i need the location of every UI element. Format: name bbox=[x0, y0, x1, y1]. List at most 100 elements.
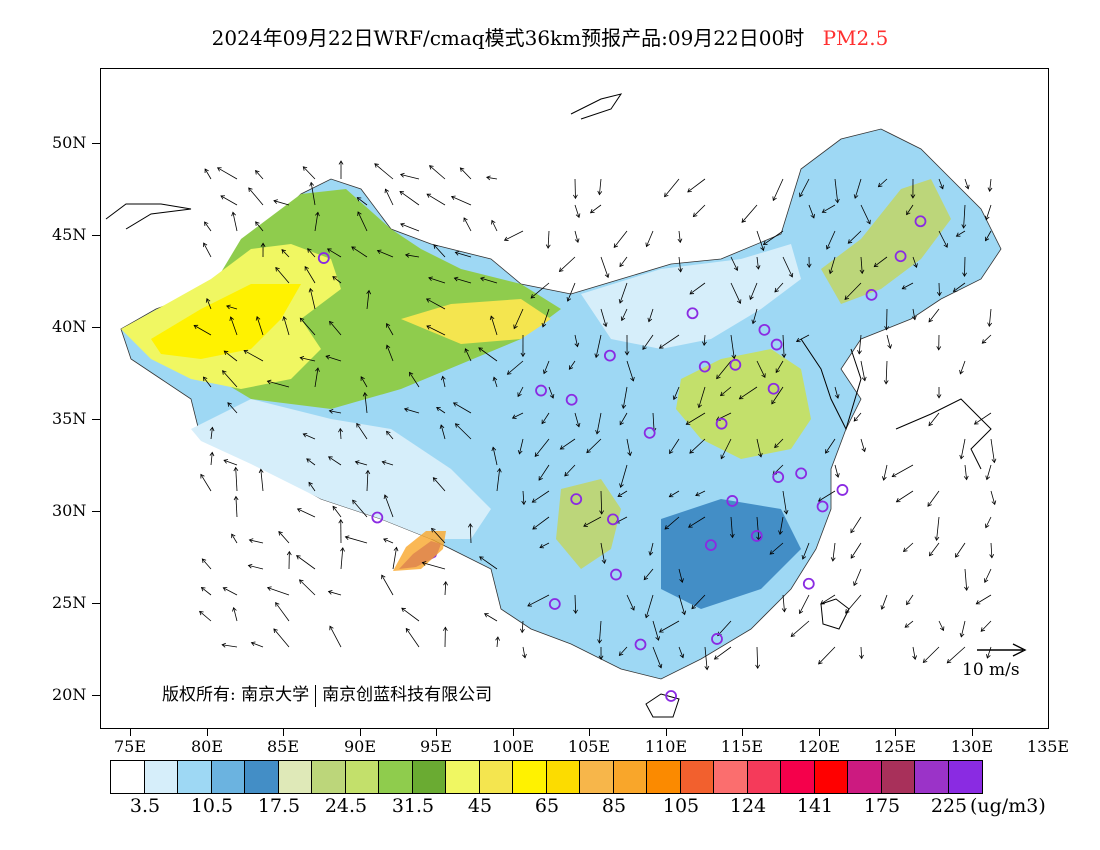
wind-vector bbox=[678, 594, 687, 616]
lon-tick bbox=[207, 729, 208, 736]
wind-vector bbox=[352, 499, 368, 518]
wind-vector bbox=[938, 178, 944, 190]
wind-vector bbox=[409, 371, 420, 388]
colorbar-label: 10.5 bbox=[190, 795, 234, 817]
wind-vector bbox=[762, 230, 784, 246]
wind-vector bbox=[701, 334, 707, 346]
wind-vector bbox=[296, 555, 316, 570]
station-marker bbox=[836, 484, 849, 496]
wind-vector bbox=[538, 464, 550, 481]
wind-vector bbox=[704, 646, 710, 671]
wind-vector bbox=[751, 308, 758, 325]
wind-vector bbox=[652, 620, 660, 641]
wind-vector bbox=[664, 516, 680, 530]
wind-vector bbox=[248, 187, 264, 206]
wind-vector bbox=[795, 334, 810, 343]
wind-vector bbox=[273, 628, 290, 648]
station-marker bbox=[603, 349, 616, 362]
wind-vector bbox=[574, 412, 581, 428]
colorbar-label: 141 bbox=[796, 795, 834, 817]
wind-vector bbox=[229, 316, 238, 336]
station-marker bbox=[610, 568, 622, 581]
wind-vector bbox=[990, 438, 997, 464]
lon-tick bbox=[895, 729, 896, 736]
station-marker bbox=[371, 511, 384, 524]
wind-vector bbox=[338, 518, 344, 544]
wind-vector bbox=[463, 217, 472, 232]
wind-vector bbox=[205, 297, 212, 310]
wind-vector bbox=[255, 169, 264, 180]
wind-vector bbox=[963, 464, 969, 481]
lat-tick bbox=[92, 419, 100, 420]
wind-vector bbox=[491, 219, 498, 232]
wind-vector bbox=[716, 360, 732, 380]
wind-vector bbox=[548, 386, 555, 399]
wind-vector bbox=[986, 646, 992, 659]
wind-vector bbox=[619, 412, 628, 426]
colorbar-swatch bbox=[479, 761, 513, 793]
wind-vector bbox=[928, 308, 940, 323]
wind-vector bbox=[203, 242, 212, 258]
colorbar bbox=[110, 760, 983, 794]
lon-label-90e: 90E bbox=[343, 737, 377, 756]
lat-label-45n: 45N bbox=[52, 225, 87, 244]
wind-vector bbox=[299, 317, 316, 336]
colorbar-label: 65 bbox=[534, 795, 560, 817]
wind-vector bbox=[756, 360, 766, 379]
wind-vector bbox=[491, 446, 498, 466]
wind-vector bbox=[928, 542, 940, 557]
wind-vector bbox=[399, 172, 420, 180]
lon-label-85e: 85E bbox=[266, 737, 300, 756]
wind-vector bbox=[226, 304, 238, 310]
wind-vector bbox=[668, 490, 680, 498]
colorbar-swatch bbox=[513, 761, 547, 793]
colorbar-label: 175 bbox=[863, 795, 901, 817]
wind-vector bbox=[688, 516, 706, 528]
wind-vector bbox=[266, 379, 290, 388]
wind-vector bbox=[626, 594, 635, 611]
wind-vector bbox=[247, 563, 264, 570]
wind-vector bbox=[850, 516, 862, 534]
colorbar-swatch bbox=[915, 761, 949, 793]
lon-tick bbox=[360, 729, 361, 736]
wind-vector bbox=[595, 412, 602, 435]
wind-vector bbox=[685, 412, 706, 425]
wind-vector bbox=[781, 334, 787, 359]
wind-vector bbox=[730, 282, 742, 305]
lon-label-110e: 110E bbox=[644, 737, 688, 756]
wind-vector bbox=[618, 646, 628, 656]
station-marker bbox=[686, 307, 699, 320]
wind-vector bbox=[912, 256, 918, 268]
lon-label-125e: 125E bbox=[873, 737, 917, 756]
wind-vector bbox=[658, 334, 680, 349]
station-marker bbox=[711, 633, 723, 645]
wind-vector bbox=[678, 568, 684, 583]
wind-vector bbox=[273, 199, 290, 206]
station-marker bbox=[607, 513, 619, 526]
wind-vector bbox=[426, 193, 446, 206]
wind-vector bbox=[260, 242, 266, 258]
colorbar-label: 3.5 bbox=[129, 795, 161, 817]
colorbar-swatch bbox=[446, 761, 480, 793]
lat-label-30n: 30N bbox=[52, 501, 87, 520]
wind-vector bbox=[904, 620, 914, 628]
wind-vector bbox=[404, 252, 420, 258]
wind-vector bbox=[985, 464, 992, 481]
wind-vector bbox=[209, 451, 215, 466]
wind-vector bbox=[503, 230, 524, 241]
colorbar-swatch bbox=[278, 761, 312, 793]
lon-tick bbox=[819, 729, 820, 736]
lat-tick bbox=[92, 511, 100, 512]
colorbar-swatch bbox=[680, 761, 714, 793]
wind-vector bbox=[769, 542, 784, 555]
wind-vector bbox=[302, 432, 316, 440]
wind-vector bbox=[927, 490, 940, 507]
wind-vector bbox=[859, 646, 864, 660]
wind-vector bbox=[806, 256, 812, 269]
wind-vector bbox=[818, 646, 836, 665]
wind-vector bbox=[381, 460, 394, 466]
lat-label-40n: 40N bbox=[52, 317, 87, 336]
wind-vector bbox=[464, 348, 472, 362]
colorbar-swatch bbox=[781, 761, 815, 793]
wind-vector bbox=[790, 620, 810, 637]
